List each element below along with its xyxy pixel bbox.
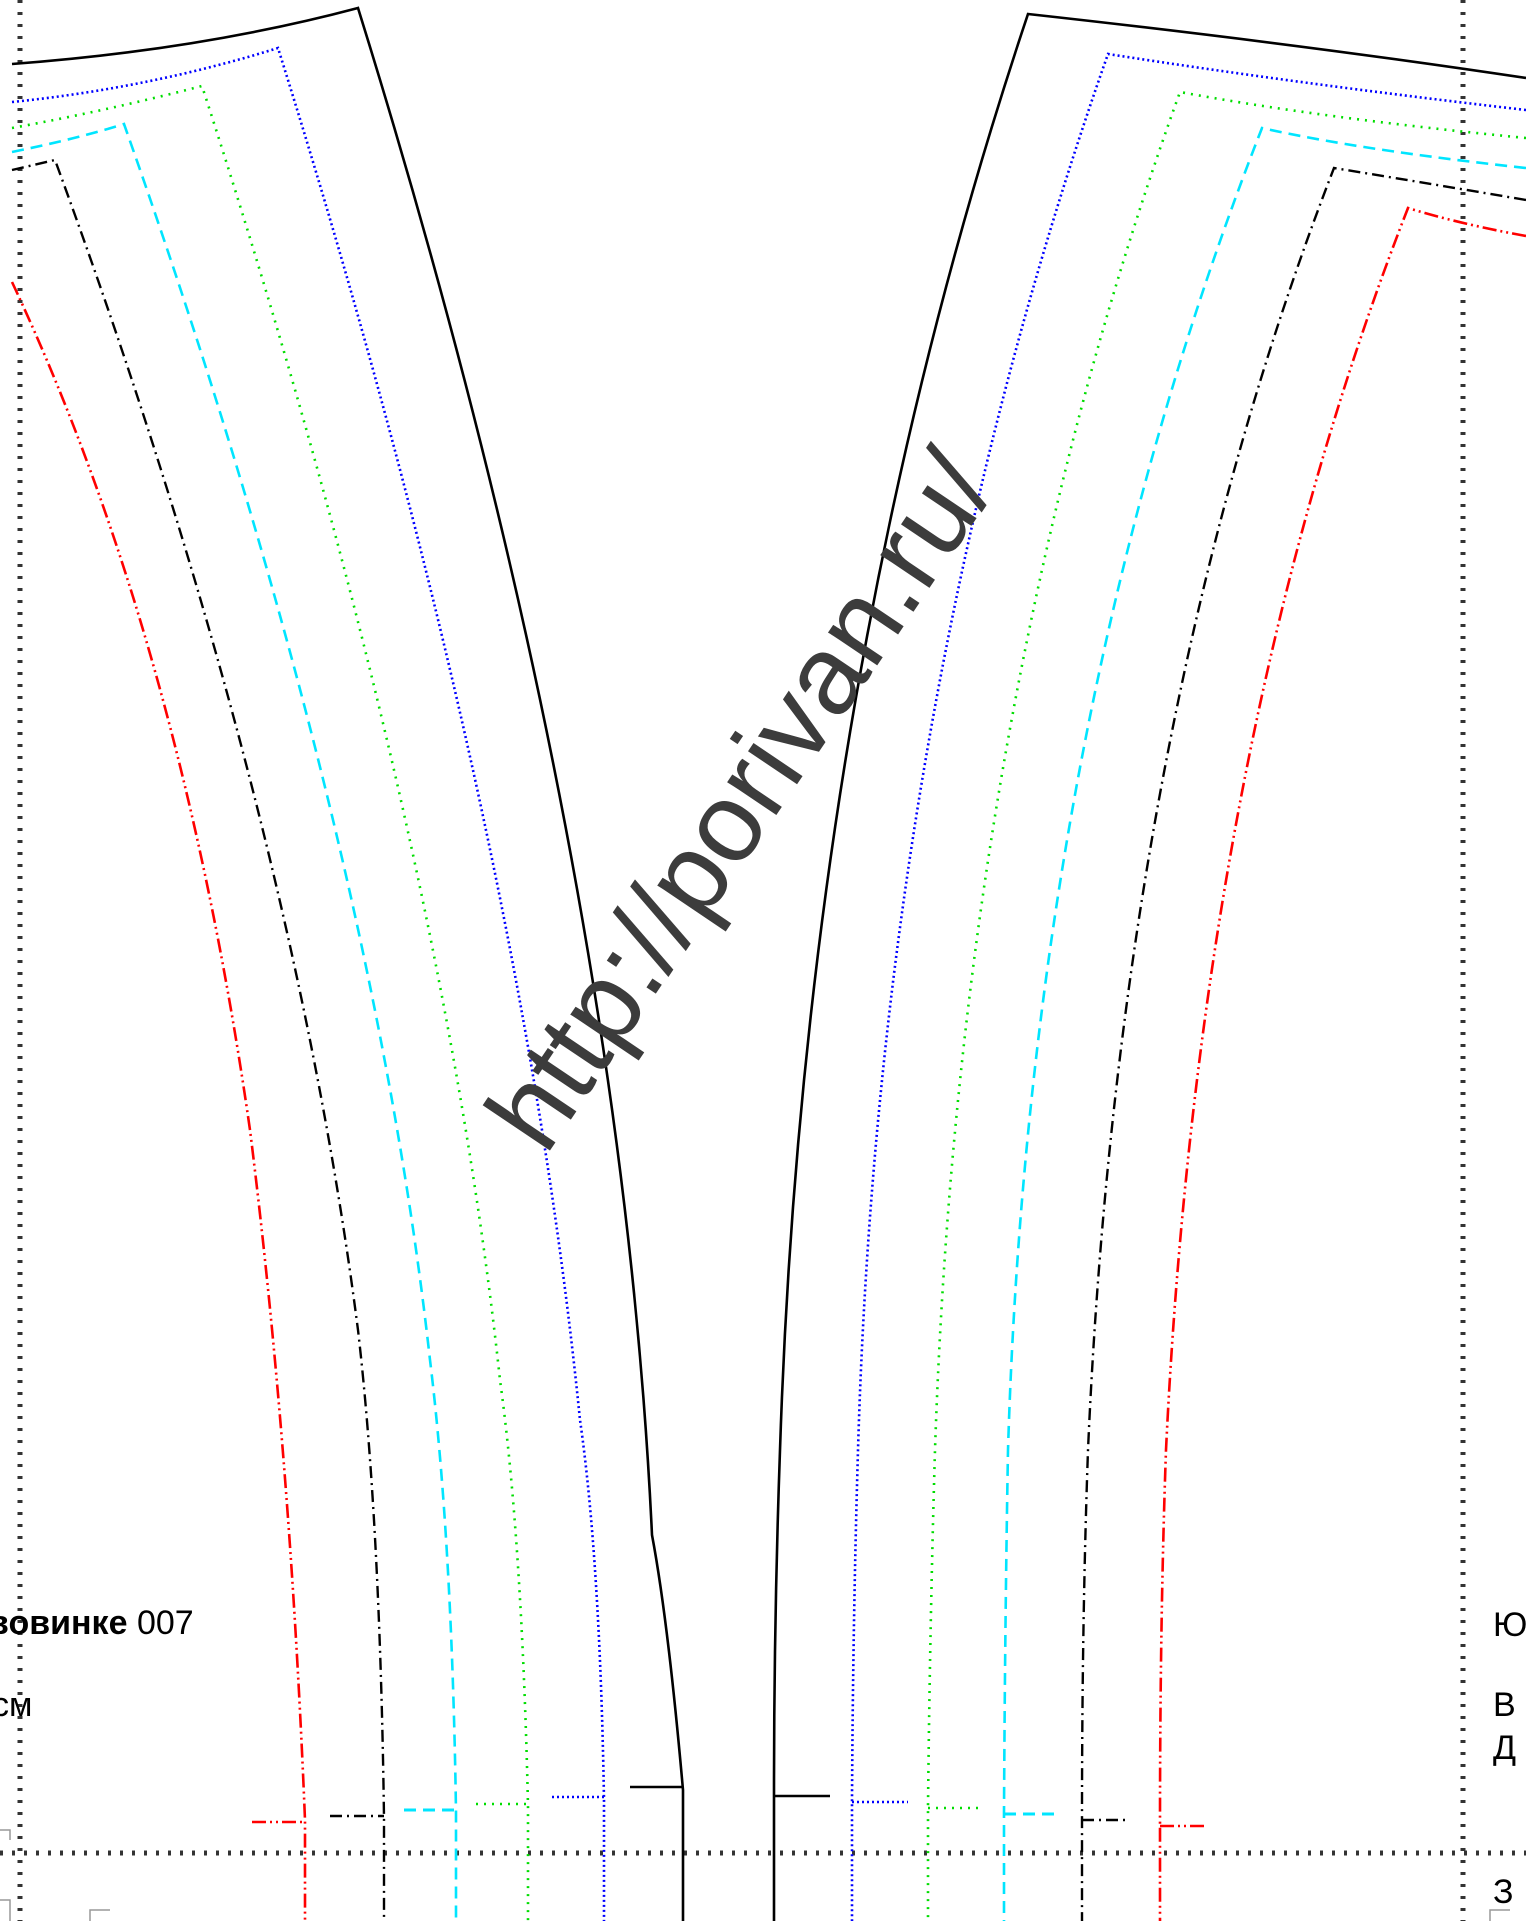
right-text-line-3: З: [1493, 1873, 1514, 1911]
left-title-number: 007: [136, 1604, 194, 1642]
left-black-dashdot-outline: [11, 158, 386, 1921]
right-black-dashdot-outline: [1080, 166, 1526, 1921]
left-cyan-dashed-outline: [11, 122, 458, 1921]
right-black-solid-outline: [772, 12, 1526, 1921]
left-blue-dotted-outline: [11, 46, 606, 1921]
right-text-line-2b: Д: [1493, 1729, 1517, 1767]
crop-marks: [0, 1829, 1510, 1921]
left-pattern-piece: [10, 6, 685, 1921]
right-red-dashdotdot-outline: [1158, 206, 1526, 1921]
left-green-dotted-outline: [11, 84, 530, 1921]
left-black-solid-outline: [11, 6, 685, 1921]
right-cyan-dashed-outline: [1002, 126, 1526, 1921]
left-title-line: вовинке 007: [0, 1606, 194, 1640]
right-text-line-1: Ю: [1493, 1606, 1526, 1644]
left-red-dashdotdot-outline: [10, 281, 307, 1921]
right-pattern-piece: [772, 12, 1526, 1921]
right-green-dotted-outline: [926, 90, 1526, 1921]
right-text-line-2a: В: [1493, 1686, 1516, 1724]
left-title-bold: вовинке: [0, 1604, 128, 1642]
left-unit-text: см: [0, 1686, 33, 1724]
